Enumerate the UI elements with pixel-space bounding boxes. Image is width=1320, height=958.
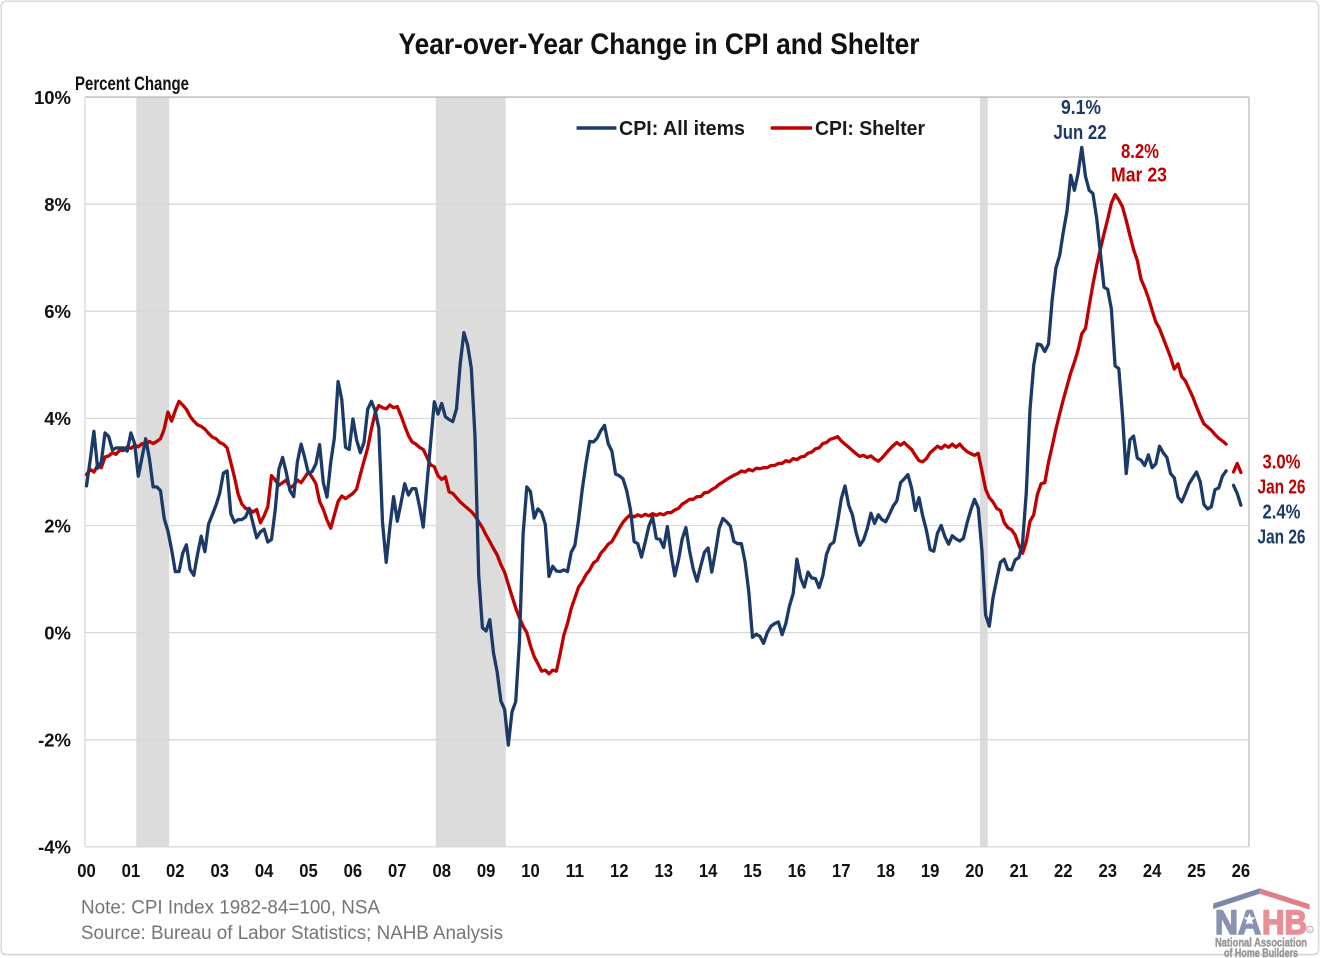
svg-text:Jan 26: Jan 26 — [1258, 527, 1306, 549]
svg-text:of Home Builders: of Home Builders — [1224, 948, 1298, 958]
svg-text:06: 06 — [344, 860, 363, 881]
svg-text:NA: NA — [1215, 904, 1261, 942]
svg-text:-2%: -2% — [38, 730, 71, 751]
svg-text:15: 15 — [743, 860, 762, 881]
svg-text:8%: 8% — [44, 194, 71, 215]
svg-text:14: 14 — [699, 860, 718, 881]
svg-text:Percent Change: Percent Change — [75, 74, 189, 95]
svg-text:CPI: Shelter: CPI: Shelter — [815, 118, 925, 140]
svg-text:19: 19 — [921, 860, 940, 881]
svg-text:11: 11 — [566, 860, 585, 881]
svg-text:2.4%: 2.4% — [1263, 502, 1301, 524]
svg-text:2%: 2% — [44, 515, 71, 536]
svg-text:23: 23 — [1098, 860, 1117, 881]
svg-text:00: 00 — [77, 860, 96, 881]
svg-text:04: 04 — [255, 860, 274, 881]
svg-text:Jun 22: Jun 22 — [1054, 122, 1107, 144]
svg-text:16: 16 — [788, 860, 807, 881]
svg-text:03: 03 — [210, 860, 229, 881]
svg-text:Year-over-Year Change in CPI a: Year-over-Year Change in CPI and Shelter — [399, 28, 920, 61]
svg-text:22: 22 — [1054, 860, 1073, 881]
svg-text:13: 13 — [654, 860, 673, 881]
svg-text:Jan 26: Jan 26 — [1258, 477, 1306, 499]
svg-text:6%: 6% — [44, 301, 71, 322]
svg-text:8.2%: 8.2% — [1121, 141, 1159, 163]
svg-text:0%: 0% — [44, 622, 71, 643]
svg-text:10%: 10% — [34, 87, 71, 108]
svg-text:24: 24 — [1143, 860, 1162, 881]
svg-text:Mar 23: Mar 23 — [1111, 165, 1167, 187]
svg-text:Source: Bureau of Labor Statis: Source: Bureau of Labor Statistics; NAHB… — [81, 923, 503, 944]
svg-text:12: 12 — [610, 860, 629, 881]
svg-text:20: 20 — [965, 860, 984, 881]
svg-text:25: 25 — [1187, 860, 1206, 881]
svg-text:17: 17 — [832, 860, 851, 881]
svg-text:02: 02 — [166, 860, 185, 881]
svg-text:01: 01 — [122, 860, 141, 881]
svg-text:3.0%: 3.0% — [1263, 452, 1301, 474]
svg-text:HB: HB — [1262, 904, 1307, 942]
svg-text:26: 26 — [1232, 860, 1251, 881]
svg-text:-4%: -4% — [38, 837, 71, 858]
svg-text:CPI: All items: CPI: All items — [619, 118, 745, 140]
svg-text:09: 09 — [477, 860, 496, 881]
svg-text:18: 18 — [876, 860, 895, 881]
svg-text:R: R — [1308, 928, 1312, 933]
svg-text:05: 05 — [299, 860, 318, 881]
svg-text:National Association: National Association — [1215, 938, 1307, 950]
svg-text:07: 07 — [388, 860, 407, 881]
svg-text:Note: CPI Index 1982-84=100, N: Note: CPI Index 1982-84=100, NSA — [81, 898, 380, 919]
svg-text:9.1%: 9.1% — [1061, 97, 1101, 119]
svg-text:4%: 4% — [44, 408, 71, 429]
svg-text:08: 08 — [432, 860, 451, 881]
svg-text:21: 21 — [1010, 860, 1029, 881]
svg-text:10: 10 — [521, 860, 540, 881]
